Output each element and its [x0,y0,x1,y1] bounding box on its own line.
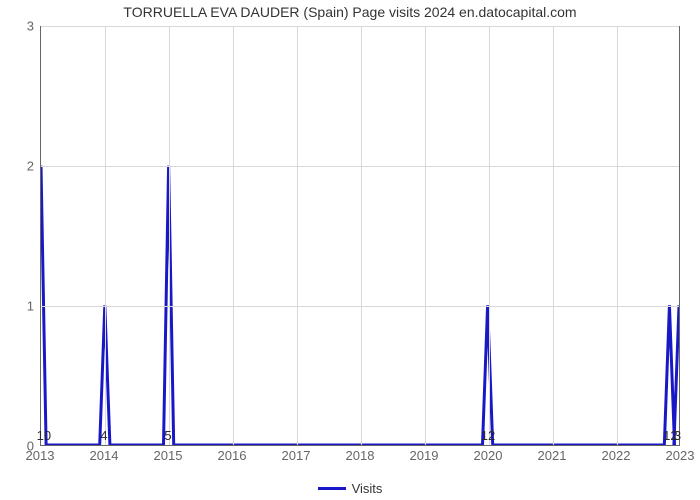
x-tick-label: 2020 [474,448,503,463]
count-label: 12 [481,428,495,443]
y-tick-label: 3 [4,19,34,34]
vgrid-line [553,26,554,445]
x-tick-label: 2021 [538,448,567,463]
count-label: 4 [100,428,107,443]
legend-swatch [318,487,346,490]
count-label-left: 10 [37,428,51,443]
chart-title: TORRUELLA EVA DAUDER (Spain) Page visits… [0,4,700,20]
hgrid-line [41,306,679,307]
hgrid-line [41,166,679,167]
x-tick-label: 2019 [410,448,439,463]
x-tick-label: 2016 [218,448,247,463]
vgrid-line [425,26,426,445]
count-label-right: 3 [674,428,681,443]
vgrid-line [169,26,170,445]
x-tick-label: 2014 [90,448,119,463]
vgrid-line [233,26,234,445]
y-tick-label: 2 [4,159,34,174]
vgrid-line [489,26,490,445]
x-tick-label: 2022 [602,448,631,463]
vgrid-line [105,26,106,445]
x-tick-label: 2015 [154,448,183,463]
y-tick-label: 1 [4,299,34,314]
vgrid-line [297,26,298,445]
x-tick-label: 2023 [666,448,695,463]
vgrid-line [617,26,618,445]
hgrid-line [41,26,679,27]
vgrid-line [361,26,362,445]
series-line [41,26,679,445]
x-tick-label: 2018 [346,448,375,463]
legend-label: Visits [352,481,383,496]
x-tick-label: 2013 [26,448,55,463]
count-label: 5 [164,428,171,443]
plot-area [40,26,680,446]
x-tick-label: 2017 [282,448,311,463]
legend: Visits [0,481,700,496]
